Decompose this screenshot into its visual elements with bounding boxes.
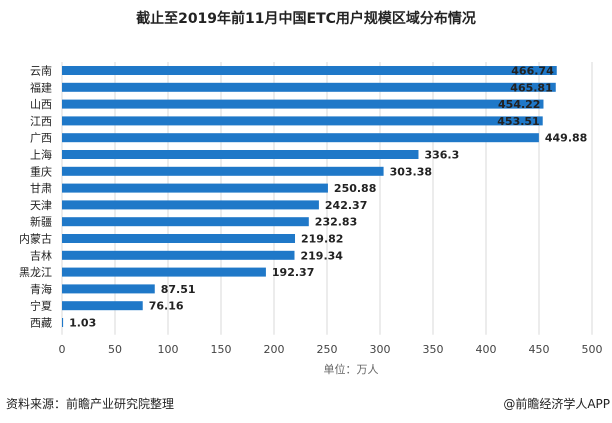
y-tick-label: 江西 <box>30 115 52 128</box>
y-tick-label: 广西 <box>30 132 52 145</box>
bar <box>62 250 295 260</box>
bar <box>62 284 155 294</box>
y-tick-label: 内蒙古 <box>19 232 52 246</box>
y-tick-label: 西藏 <box>30 317 52 330</box>
bar <box>62 133 539 143</box>
y-tick-label: 天津 <box>30 199 52 212</box>
bar <box>62 116 543 126</box>
bar <box>62 301 143 311</box>
bar <box>62 318 64 327</box>
data-label: 219.82 <box>301 233 343 246</box>
x-tick-label: 300 <box>370 343 391 356</box>
x-tick-label: 350 <box>423 343 444 356</box>
bar <box>62 234 296 243</box>
x-tick-label: 500 <box>582 343 603 356</box>
x-tick-label: 400 <box>476 343 497 356</box>
source-note: 资料来源：前瞻产业研究院整理 <box>6 397 175 411</box>
data-label: 76.16 <box>149 300 184 313</box>
data-label: 242.37 <box>325 199 367 212</box>
data-label: 453.51 <box>497 115 539 128</box>
y-tick-label: 青海 <box>30 282 52 296</box>
x-axis-label: 单位：万人 <box>323 363 379 376</box>
bar <box>62 82 556 92</box>
bar <box>62 200 319 210</box>
y-tick-label: 福建 <box>30 80 52 94</box>
y-tick-label: 新疆 <box>30 215 52 229</box>
data-label: 336.3 <box>424 149 459 162</box>
y-tick-label: 宁夏 <box>30 299 52 313</box>
bar <box>62 150 419 159</box>
x-tick-label: 150 <box>211 343 232 356</box>
data-label: 219.34 <box>301 249 344 262</box>
y-tick-label: 重庆 <box>30 164 52 178</box>
data-label: 1.03 <box>69 317 96 330</box>
bar <box>62 166 384 176</box>
data-label: 192.37 <box>272 266 314 279</box>
x-tick-label: 50 <box>108 343 122 356</box>
chart-title: 截止至2019年前11月中国ETC用户规模区域分布情况 <box>136 11 476 27</box>
bar <box>62 217 309 227</box>
data-label: 232.83 <box>315 216 357 229</box>
data-label: 465.81 <box>510 81 552 94</box>
x-tick-label: 450 <box>529 343 550 356</box>
credit: @前瞻经济学人APP <box>503 397 610 411</box>
x-tick-label: 250 <box>317 343 338 356</box>
data-label: 449.88 <box>545 132 587 145</box>
bar <box>62 267 266 277</box>
y-tick-label: 黑龙江 <box>19 266 52 279</box>
x-tick-label: 0 <box>59 343 66 356</box>
y-tick-label: 云南 <box>30 65 52 78</box>
y-tick-label: 吉林 <box>30 248 52 262</box>
data-label: 454.22 <box>498 98 540 111</box>
bar <box>62 99 544 109</box>
data-label: 466.74 <box>511 65 554 78</box>
y-tick-label: 甘肃 <box>30 182 52 195</box>
x-tick-label: 200 <box>264 343 285 356</box>
data-label: 87.51 <box>161 283 196 296</box>
bar <box>62 183 328 193</box>
x-tick-label: 100 <box>158 343 179 356</box>
y-tick-label: 山西 <box>30 98 52 111</box>
y-tick-label: 上海 <box>30 148 52 162</box>
bar <box>62 66 557 75</box>
data-label: 303.38 <box>390 165 432 178</box>
data-label: 250.88 <box>334 182 376 195</box>
